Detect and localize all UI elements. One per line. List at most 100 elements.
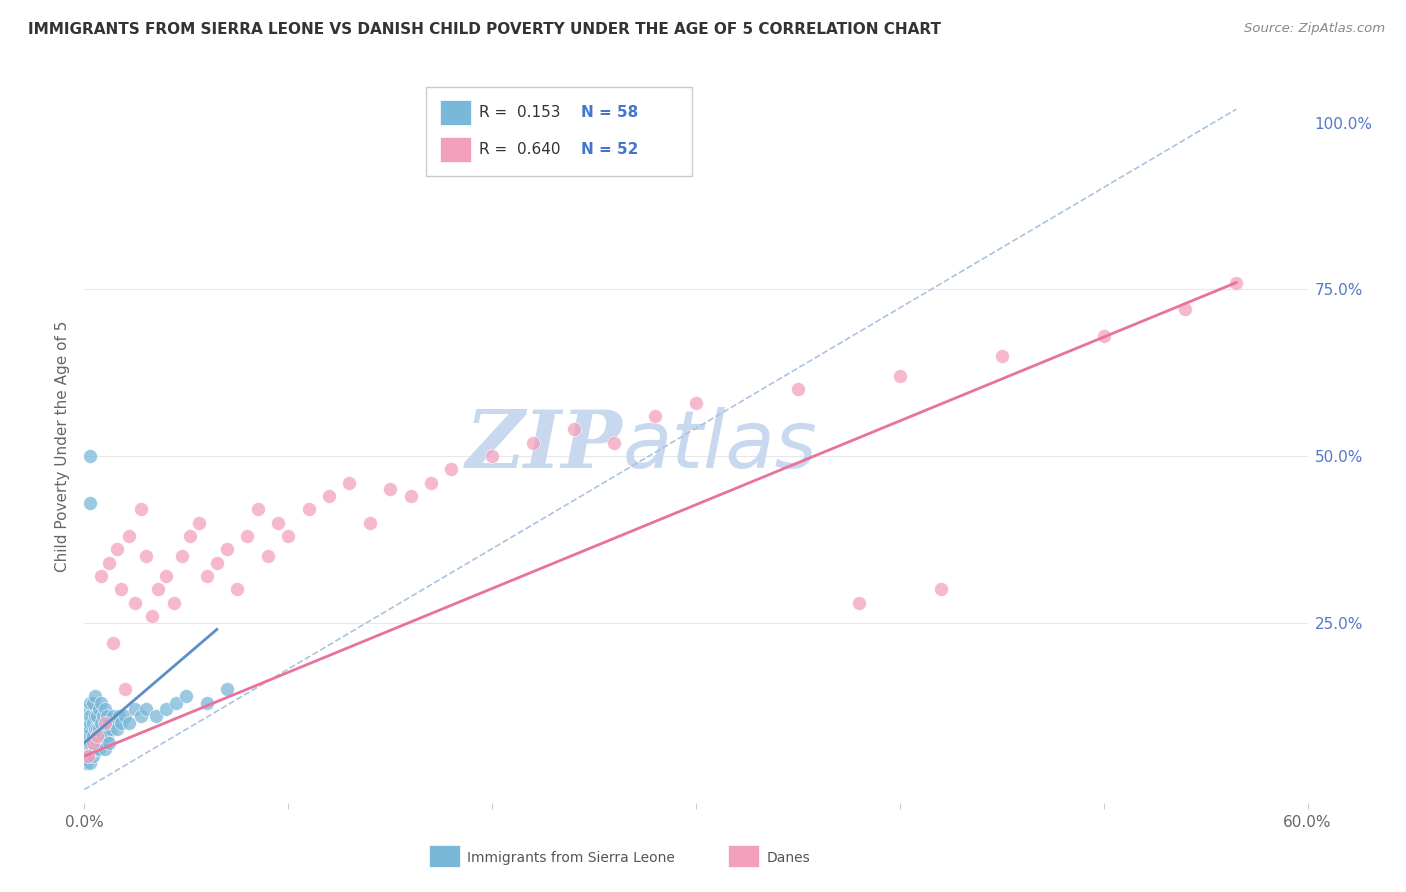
Point [359, 516, 381, 530]
Point [124, 702, 146, 716]
Point [420, 475, 443, 490]
Point [195, 696, 218, 710]
Point [380, 483, 402, 497]
Text: R =  0.153: R = 0.153 [479, 105, 561, 120]
Point [79, 449, 101, 463]
Text: ZIP: ZIP [465, 408, 623, 484]
Point [848, 596, 870, 610]
Point [77, 729, 100, 743]
Point [82, 715, 104, 730]
Point [87, 702, 110, 716]
Point [87, 742, 110, 756]
Point [685, 395, 707, 409]
Point [75, 723, 97, 737]
Point [172, 549, 194, 563]
Point [644, 409, 666, 423]
Point [205, 556, 228, 570]
Point [105, 542, 128, 557]
Text: IMMIGRANTS FROM SIERRA LEONE VS DANISH CHILD POVERTY UNDER THE AGE OF 5 CORRELAT: IMMIGRANTS FROM SIERRA LEONE VS DANISH C… [28, 22, 941, 37]
Text: N = 52: N = 52 [581, 143, 638, 157]
Point [77, 702, 100, 716]
Point [339, 475, 361, 490]
Point [97, 715, 120, 730]
Point [96, 729, 118, 743]
Point [114, 709, 136, 723]
Point [236, 529, 259, 543]
Text: atlas: atlas [623, 407, 817, 485]
Text: R =  0.640: R = 0.640 [479, 143, 561, 157]
Point [131, 709, 153, 723]
Point [603, 435, 626, 450]
Point [217, 542, 239, 557]
Point [399, 489, 422, 503]
Point [79, 756, 101, 770]
Point [1174, 302, 1197, 317]
Point [155, 569, 177, 583]
Point [104, 715, 127, 730]
Point [86, 736, 108, 750]
Point [87, 723, 110, 737]
Point [226, 582, 249, 597]
Point [86, 729, 108, 743]
Point [97, 556, 120, 570]
Point [155, 702, 177, 716]
Point [101, 709, 124, 723]
Point [91, 729, 114, 743]
Point [77, 749, 100, 764]
Point [929, 582, 952, 597]
Point [124, 596, 146, 610]
Point [97, 736, 120, 750]
Point [246, 502, 269, 516]
Point [562, 422, 585, 436]
Point [79, 709, 101, 723]
Point [79, 715, 101, 730]
Point [165, 696, 187, 710]
Point [101, 636, 124, 650]
Point [522, 435, 544, 450]
Text: Immigrants from Sierra Leone: Immigrants from Sierra Leone [467, 851, 675, 865]
Point [114, 682, 136, 697]
Point [440, 462, 463, 476]
Point [118, 715, 141, 730]
Point [110, 582, 132, 597]
Point [146, 582, 169, 597]
Point [83, 709, 105, 723]
Point [267, 516, 290, 530]
Point [79, 696, 101, 710]
Point [82, 749, 104, 764]
Point [195, 569, 218, 583]
Point [889, 368, 911, 383]
Point [118, 529, 141, 543]
Point [96, 709, 118, 723]
Point [79, 736, 101, 750]
Text: N = 58: N = 58 [581, 105, 638, 120]
Point [82, 736, 104, 750]
Point [90, 569, 112, 583]
Point [93, 742, 115, 756]
Point [257, 549, 280, 563]
Point [135, 549, 157, 563]
Point [135, 702, 157, 716]
Point [75, 756, 97, 770]
Point [217, 682, 239, 697]
Point [90, 736, 112, 750]
Point [100, 723, 122, 737]
Point [163, 596, 186, 610]
Point [91, 709, 114, 723]
Point [82, 729, 104, 743]
Point [991, 349, 1014, 363]
Point [298, 502, 321, 516]
Point [93, 715, 115, 730]
Point [93, 702, 115, 716]
Point [90, 715, 112, 730]
Y-axis label: Child Poverty Under the Age of 5: Child Poverty Under the Age of 5 [55, 320, 70, 572]
Text: Danes: Danes [766, 851, 810, 865]
Point [318, 489, 340, 503]
Point [82, 696, 104, 710]
Point [93, 723, 115, 737]
Point [179, 529, 201, 543]
Point [86, 723, 108, 737]
Point [187, 516, 209, 530]
Point [77, 715, 100, 730]
Point [141, 609, 163, 624]
